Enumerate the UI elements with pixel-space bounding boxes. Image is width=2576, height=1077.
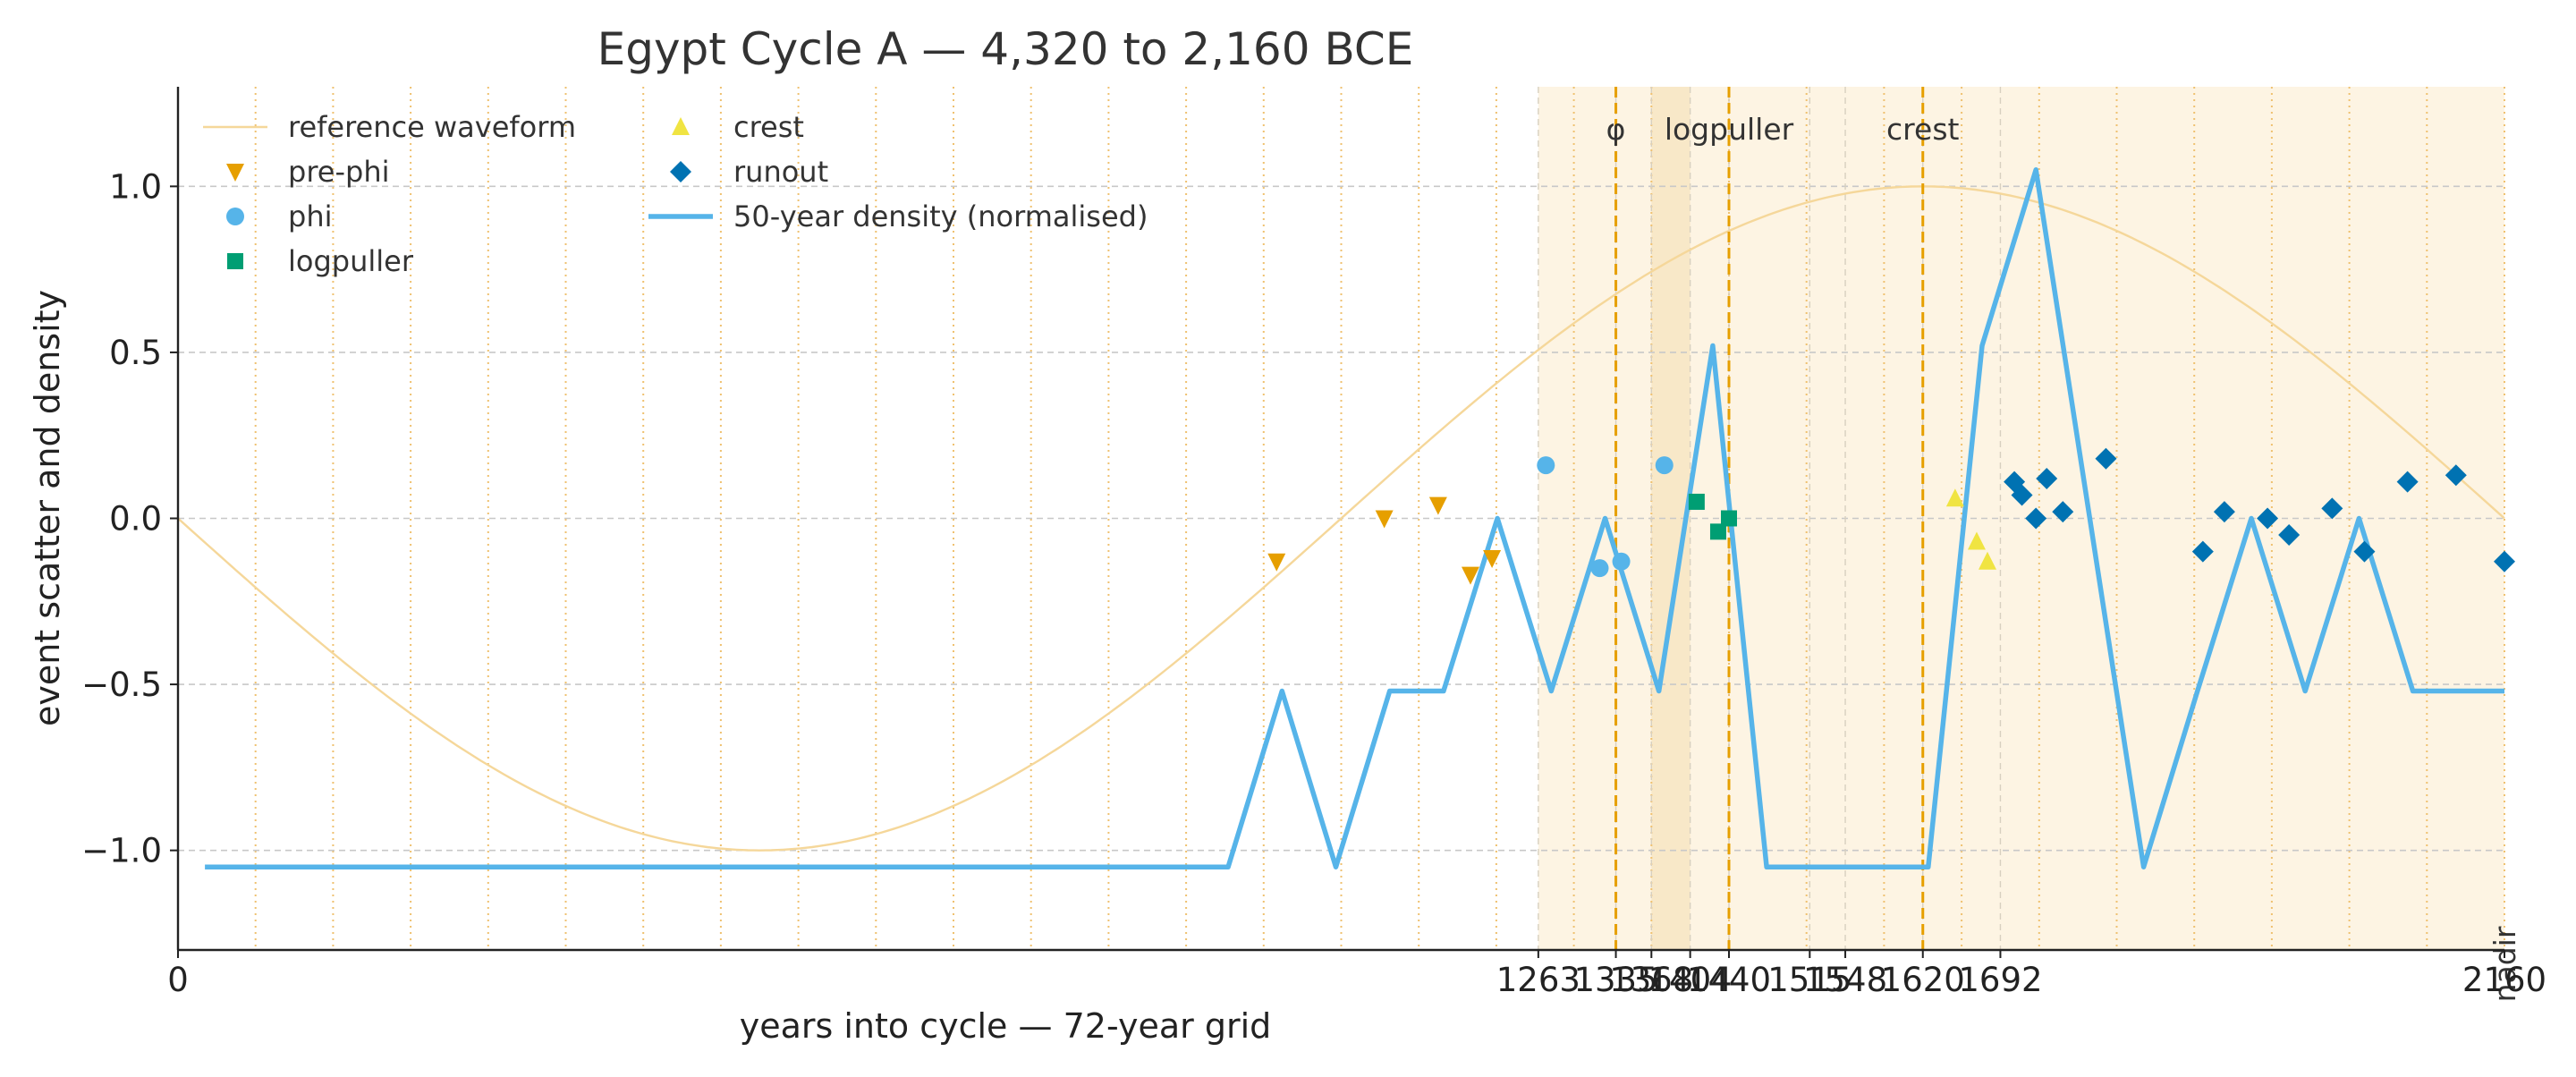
scatter-points xyxy=(1267,447,2515,585)
legend-label: crest xyxy=(733,110,804,144)
phi-point xyxy=(1612,552,1631,571)
y-tick-label: −0.5 xyxy=(81,666,162,704)
y-tick-label: 0.5 xyxy=(109,334,162,372)
x-tick-label: 0 xyxy=(167,961,189,999)
phi-point xyxy=(1655,456,1674,475)
y-tick-label: 0.0 xyxy=(109,500,162,538)
x-tick-label: 1515 xyxy=(1767,961,1852,999)
runout-point xyxy=(2191,540,2214,563)
x-tick-label: 1620 xyxy=(1881,961,1965,999)
marker-label: φ xyxy=(1606,112,1626,147)
x-tick-label: 1263 xyxy=(1496,961,1580,999)
legend-swatch xyxy=(670,161,691,182)
shaded-regions xyxy=(1538,87,2504,950)
x-tick-label: 1548 xyxy=(1803,961,1887,999)
pre-phi-point xyxy=(1483,550,1502,569)
legend-label: reference waveform xyxy=(288,110,576,144)
chart-title: Egypt Cycle A — 4,320 to 2,160 BCE xyxy=(597,23,1414,75)
y-tick-label: −1.0 xyxy=(81,832,162,870)
x-tick-label: 1368 xyxy=(1609,961,1693,999)
reference-waveform-line xyxy=(177,185,2505,852)
density-series-line xyxy=(205,167,2504,869)
runout-point xyxy=(2278,524,2301,547)
x-tick-label: 1440 xyxy=(1687,961,1771,999)
legend: reference waveform pre-phi phi logpuller cre… xyxy=(203,110,1148,278)
marker-label: crest xyxy=(1886,112,1959,147)
runout-point xyxy=(2321,497,2343,520)
pre-phi-point xyxy=(1428,496,1447,515)
marker-lines: φ logpuller crest nadir xyxy=(1606,87,2522,1002)
pre-phi-point xyxy=(1375,510,1394,529)
pre-phi-point xyxy=(1462,566,1479,585)
x-axis-label: years into cycle — 72-year grid xyxy=(740,1006,1272,1046)
crest-point xyxy=(1967,531,1986,550)
phi-point xyxy=(1537,456,1555,475)
runout-point xyxy=(2257,507,2279,530)
reference-waveform xyxy=(177,185,2505,852)
legend-label: pre-phi xyxy=(288,155,389,189)
runout-point xyxy=(2445,464,2467,487)
logpuller-point xyxy=(1721,510,1737,527)
pre-phi-point xyxy=(1267,553,1286,572)
axes: −1.0−0.50.00.51.00 1263133513681404144015… xyxy=(81,87,2546,999)
legend-label: phi xyxy=(288,199,332,233)
runout-point xyxy=(2011,484,2033,506)
legend-swatch xyxy=(226,208,244,225)
legend-swatch xyxy=(226,164,244,182)
x-tick-label: 1692 xyxy=(1958,961,2042,999)
logpuller-point xyxy=(1709,523,1726,540)
runout-point xyxy=(2353,540,2376,563)
density-line xyxy=(205,167,2504,869)
legend-swatch xyxy=(227,253,243,269)
legend-label: 50-year density (normalised) xyxy=(733,199,1148,233)
y-tick-label: 1.0 xyxy=(109,167,162,206)
runout-point xyxy=(2095,447,2117,470)
logpuller-point xyxy=(1688,493,1705,510)
runout-point xyxy=(2025,507,2047,530)
shaded-region xyxy=(1538,87,2504,950)
end-label: nadir xyxy=(2487,926,2522,1002)
runout-point xyxy=(2494,550,2515,572)
marker-label: logpuller xyxy=(1665,112,1794,147)
runout-point xyxy=(2036,467,2058,489)
x-tick-label: 1335 xyxy=(1573,961,1657,999)
runout-point xyxy=(2213,501,2235,523)
x-tick-label: 1404 xyxy=(1648,961,1733,999)
x-tick-label: 2160 xyxy=(2462,961,2546,999)
crest-point xyxy=(1945,488,1964,507)
legend-label: runout xyxy=(733,155,828,189)
y-axis-label: event scatter and density xyxy=(28,290,67,726)
legend-label: logpuller xyxy=(288,244,414,278)
runout-point xyxy=(2052,501,2074,523)
crest-point xyxy=(1979,551,1996,570)
runout-point xyxy=(2396,471,2419,493)
phi-point xyxy=(1590,559,1609,578)
legend-swatch xyxy=(672,117,690,135)
